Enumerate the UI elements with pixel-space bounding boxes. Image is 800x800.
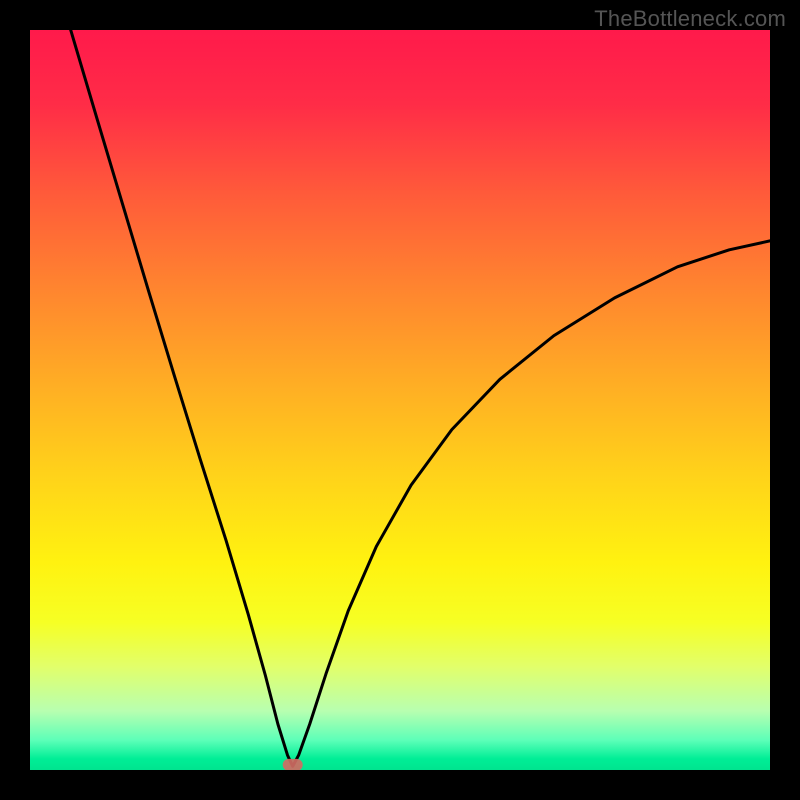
chart-frame: TheBottleneck.com — [0, 0, 800, 800]
minimum-marker — [283, 759, 303, 770]
plot-svg — [30, 30, 770, 770]
plot-area — [30, 30, 770, 770]
watermark-text: TheBottleneck.com — [594, 6, 786, 32]
gradient-background — [30, 30, 770, 770]
